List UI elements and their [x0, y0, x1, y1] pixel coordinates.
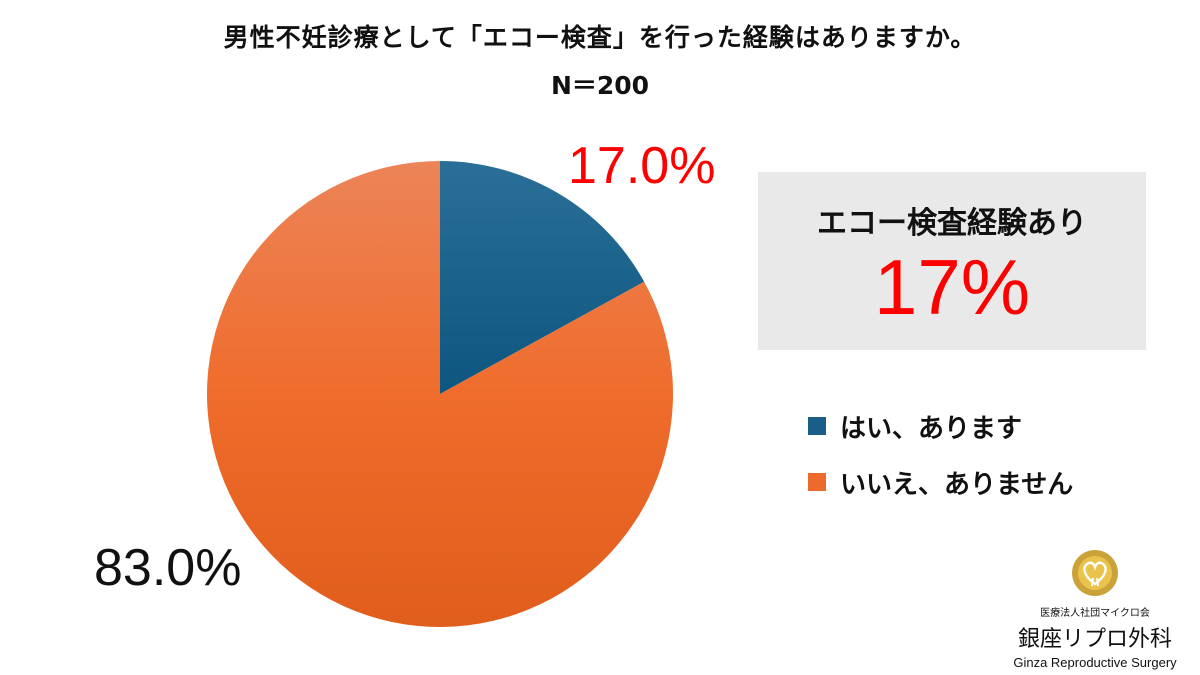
- legend-swatch-no: [808, 473, 826, 491]
- slice-label-no: 83.0%: [94, 539, 242, 597]
- legend: はい、あります いいえ、ありません: [808, 398, 1073, 510]
- legend-swatch-yes: [808, 417, 826, 435]
- callout-label: エコー検査経験あり: [817, 206, 1087, 241]
- pie-slice-yes: [440, 161, 645, 394]
- summary-callout: エコー検査経験あり 17%: [758, 172, 1146, 350]
- logo-clinic-name-en: Ginza Reproductive Surgery: [1013, 655, 1177, 670]
- logo-org-name: 医療法人社団マイクロ会: [1040, 608, 1150, 619]
- callout-value: 17%: [873, 243, 1031, 331]
- pie-slice-no: [206, 161, 673, 628]
- heart-emblem-icon: [1072, 550, 1118, 596]
- legend-label-yes: はい、あります: [840, 413, 1023, 444]
- chart-title: 男性不妊診療として「エコー検査」を行った経験はありますか。: [223, 23, 977, 52]
- logo-clinic-name: 銀座リプロ外科: [1017, 627, 1172, 652]
- legend-item-yes: はい、あります: [808, 398, 1073, 454]
- legend-item-no: いいえ、ありません: [808, 454, 1073, 510]
- chart-subtitle: N＝200: [550, 71, 650, 100]
- slice-label-yes: 17.0%: [568, 137, 716, 195]
- legend-label-no: いいえ、ありません: [840, 469, 1074, 500]
- clinic-logo: 医療法人社団マイクロ会 銀座リプロ外科 Ginza Reproductive S…: [1000, 548, 1190, 670]
